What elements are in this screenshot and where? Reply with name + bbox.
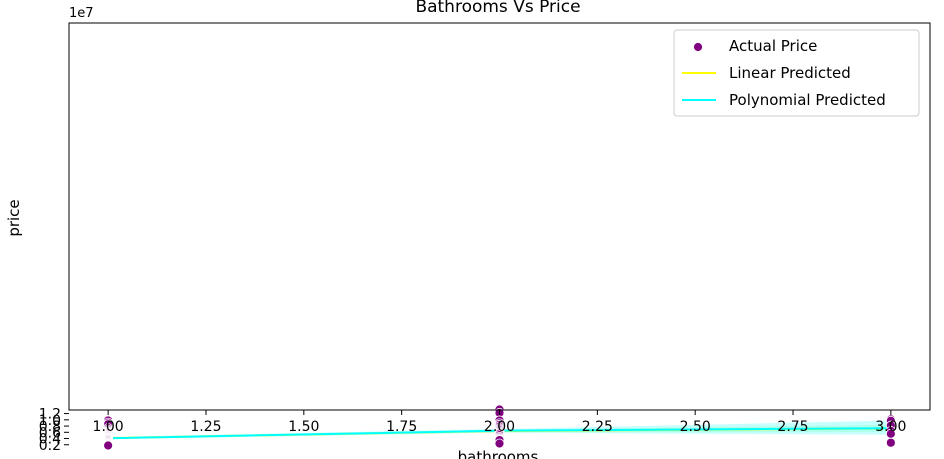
y-axis-ticks: 0.20.40.60.81.01.2 [39, 407, 69, 454]
x-axis-ticks: 1.00 1.25 1.50 1.75 2.00 2.25 2.50 2.75 3.00 [93, 410, 906, 435]
y-tick-label: 0.4 [39, 432, 61, 448]
x-tick-label: 2.75 [777, 419, 808, 435]
legend-label-actual: Actual Price [729, 37, 817, 55]
x-tick-label: 1.25 [190, 419, 221, 435]
y-offset-label: 1e7 [69, 6, 94, 21]
y-tick-label: 0.2 [39, 438, 61, 454]
scatter-point [103, 440, 114, 451]
legend-label-polynomial: Polynomial Predicted [729, 91, 886, 109]
scatter-point [885, 437, 896, 448]
actual-price-points [103, 404, 896, 451]
y-tick-label: 0.6 [39, 425, 61, 441]
x-tick-label: 1.50 [288, 419, 319, 435]
legend-label-linear: Linear Predicted [729, 64, 851, 82]
x-tick-label: 2.50 [680, 419, 711, 435]
legend-box [673, 29, 920, 117]
y-tick-label: 0.8 [39, 419, 61, 435]
scatter-point [494, 438, 505, 449]
legend: Actual Price Linear Predicted Polynomial… [673, 29, 920, 117]
chart-title: Bathrooms Vs Price [415, 0, 580, 17]
x-axis-label: bathrooms [458, 448, 539, 459]
x-tick-label: 3.00 [875, 419, 906, 435]
legend-marker-actual [693, 42, 703, 52]
x-tick-label: 1.00 [93, 419, 124, 435]
x-tick-label: 2.00 [484, 419, 515, 435]
y-tick-label: 1.0 [39, 413, 61, 429]
y-axis-label: price [5, 199, 23, 236]
y-tick-label: 1.2 [39, 407, 61, 423]
x-tick-label: 1.75 [386, 419, 417, 435]
x-tick-label: 2.25 [582, 419, 613, 435]
